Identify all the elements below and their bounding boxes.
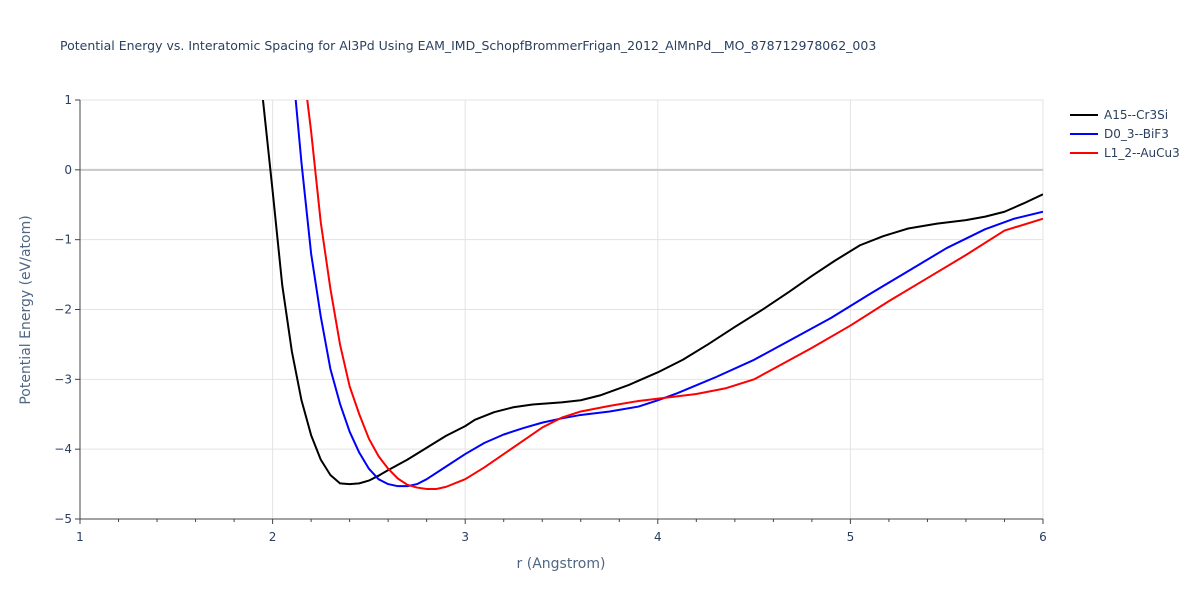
legend-item[interactable]: D0_3--BiF3 — [1070, 127, 1169, 141]
y-tick-label: −5 — [54, 512, 72, 526]
series-line-A15--Cr3Si — [261, 100, 1043, 486]
grid — [80, 99, 1044, 519]
chart-title: Potential Energy vs. Interatomic Spacing… — [60, 38, 876, 53]
legend-label: L1_2--AuCu3 — [1104, 146, 1180, 160]
y-tick-label: −1 — [54, 233, 72, 247]
legend-label: A15--Cr3Si — [1104, 108, 1168, 122]
legend-label: D0_3--BiF3 — [1104, 127, 1169, 141]
legend-item[interactable]: L1_2--AuCu3 — [1070, 146, 1180, 160]
x-tick-label: 2 — [269, 530, 277, 544]
x-tick-label: 3 — [461, 530, 469, 544]
y-tick-label: −4 — [54, 442, 72, 456]
y-tick-label: 0 — [64, 163, 72, 177]
legend[interactable]: A15--Cr3Si D0_3--BiF3 L1_2--AuCu3 — [1070, 108, 1180, 160]
y-tick-label: −3 — [54, 372, 72, 386]
y-axis-label: Potential Energy (eV/atom) — [18, 215, 34, 404]
x-tick-label: 6 — [1039, 530, 1047, 544]
plot-area — [261, 100, 1043, 490]
x-tick-label: 4 — [654, 530, 662, 544]
y-tick-label: 1 — [64, 93, 72, 107]
legend-item[interactable]: A15--Cr3Si — [1070, 108, 1168, 122]
series-line-D0_3--BiF3 — [294, 100, 1043, 488]
x-tick-label: 5 — [847, 530, 855, 544]
y-tick-label: −2 — [54, 303, 72, 317]
x-axis-label: r (Angstrom) — [517, 556, 606, 572]
series-line-L1_2--AuCu3 — [306, 100, 1043, 490]
tick-labels: 1 2 3 4 5 6 1 0 −1 −2 −3 −4 −5 — [54, 93, 1047, 544]
x-tick-label: 1 — [76, 530, 84, 544]
axes — [75, 99, 1044, 524]
